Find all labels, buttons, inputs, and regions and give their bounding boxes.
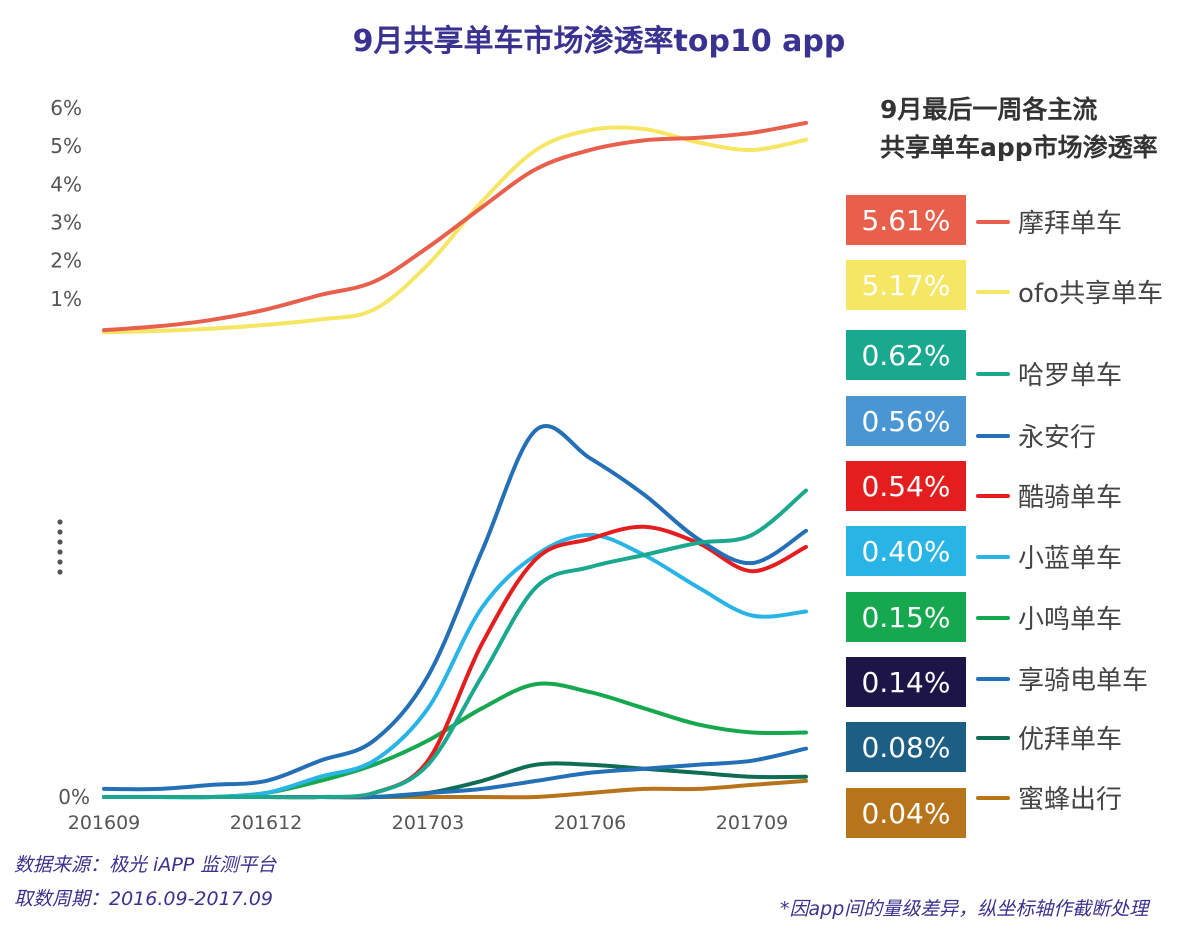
legend-series-name: 永安行 — [1018, 423, 1097, 453]
legend-series-name: 优拜单车 — [1018, 725, 1123, 755]
chart-title: 9月共享单车市场渗透率top10 app — [352, 24, 846, 59]
legend-series-name: 享骑电单车 — [1018, 666, 1149, 696]
legend-value-badge: 0.40% — [846, 526, 966, 576]
legend-series-name: ofo共享单车 — [1018, 279, 1163, 309]
series-line — [102, 423, 808, 792]
legend-value-badge: 5.61% — [846, 195, 966, 245]
legend-value-badge: 0.54% — [846, 461, 966, 511]
legend-swatch — [976, 616, 1010, 620]
legend-swatch — [976, 494, 1010, 498]
legend-swatch — [976, 372, 1010, 376]
y-tick-label: 5% — [50, 134, 82, 158]
legend-heading-line2: 共享单车app市场渗透率 — [880, 133, 1158, 162]
legend-series-name: 酷骑单车 — [1018, 483, 1123, 513]
axis-break-dot — [57, 529, 63, 535]
x-tick-label: 201709 — [716, 812, 789, 834]
series-line — [102, 125, 808, 335]
legend-series-name: 小蓝单车 — [1018, 544, 1123, 574]
legend-value-badge: 0.14% — [846, 657, 966, 707]
legend-swatch — [976, 434, 1010, 438]
legend-value-badge: 0.62% — [846, 330, 966, 380]
legend-value-badge: 5.17% — [846, 260, 966, 310]
legend-value-badge: 0.56% — [846, 396, 966, 446]
axis-break-dot — [57, 549, 63, 555]
series-line — [102, 120, 808, 333]
legend-series-name: 哈罗单车 — [1018, 361, 1123, 391]
legend-value-badge: 0.08% — [846, 722, 966, 772]
legend-value-badge: 0.04% — [846, 788, 966, 838]
x-tick-label: 201706 — [554, 812, 627, 834]
axis-break-dot — [57, 559, 63, 565]
axis-break-dot — [57, 569, 63, 575]
axis-break-dot — [57, 539, 63, 545]
legend-value-badge: 0.15% — [846, 592, 966, 642]
legend-series-name: 小鸣单车 — [1018, 605, 1123, 635]
legend-heading-line1: 9月最后一周各主流 — [880, 95, 1098, 124]
x-tick-label: 201612 — [230, 812, 303, 834]
legend-swatch — [976, 796, 1010, 800]
y-tick-label: 3% — [50, 211, 82, 235]
legend-series-name: 摩拜单车 — [1018, 209, 1123, 239]
data-period-note: 取数周期：2016.09-2017.09 — [14, 888, 273, 910]
x-tick-label: 201703 — [392, 812, 465, 834]
legend-series-name: 蜜蜂出行 — [1018, 785, 1123, 815]
x-tick-label: 201609 — [68, 812, 141, 834]
axis-break-footnote: *因app间的量级差异，纵坐标轴作截断处理 — [780, 898, 1149, 920]
y-tick-label: 2% — [50, 249, 82, 273]
y-tick-label: 6% — [50, 96, 82, 120]
y-tick-label: 1% — [50, 287, 82, 311]
legend-swatch — [976, 290, 1010, 294]
series-line — [102, 532, 808, 800]
y-tick-label-zero: 0% — [58, 785, 90, 809]
data-source-note: 数据来源：极光 iAPP 监测平台 — [14, 854, 277, 876]
legend-swatch — [976, 736, 1010, 740]
y-tick-label: 4% — [50, 172, 82, 196]
series-line — [102, 488, 808, 800]
legend-swatch — [976, 220, 1010, 224]
legend-swatch — [976, 555, 1010, 559]
axis-break-dot — [57, 519, 63, 525]
line-chart: 1% 2% 3% 4% 5% 6% 0% 201609 201612 201703 201706 2… — [50, 96, 808, 834]
legend-swatch — [976, 677, 1010, 681]
